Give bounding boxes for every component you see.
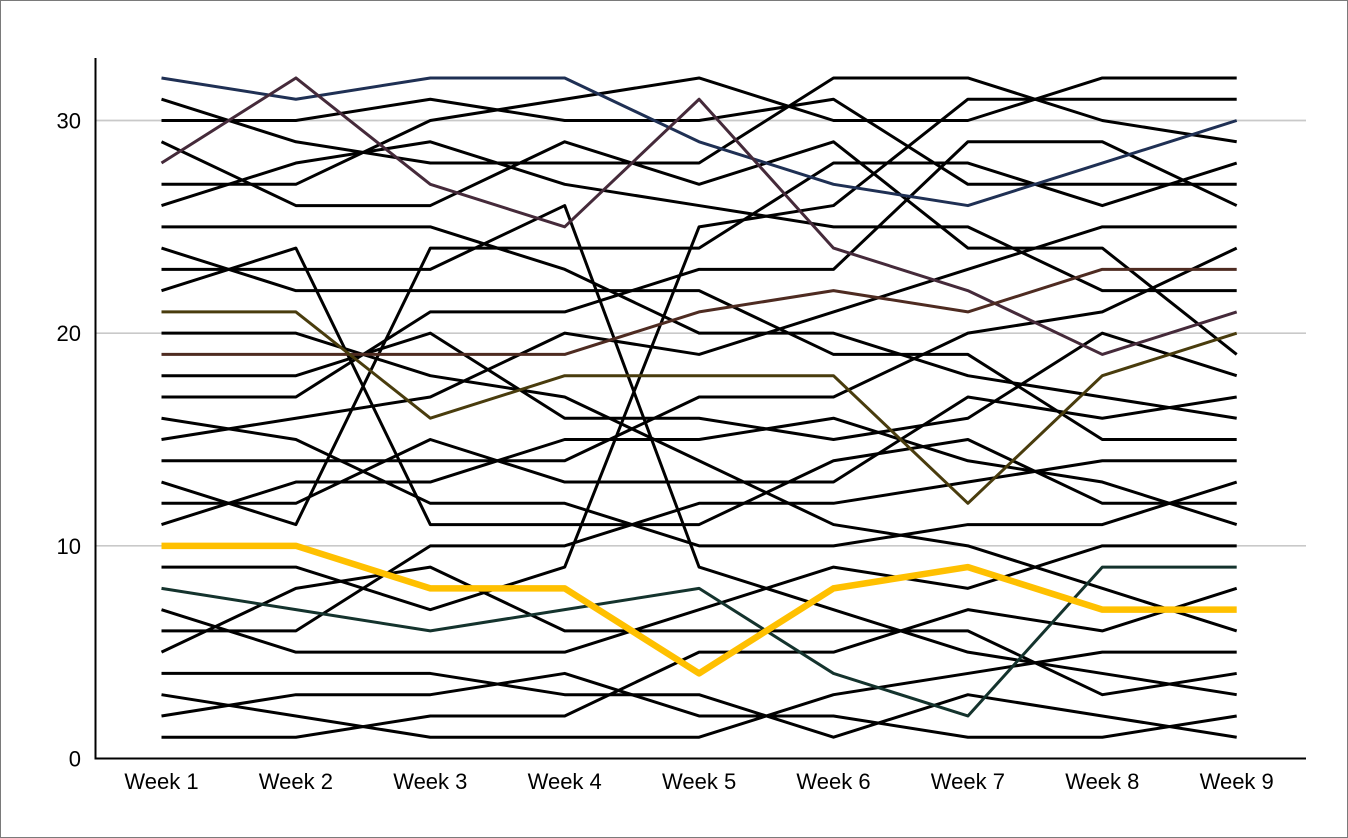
series-navy-line [161, 76, 1238, 208]
x-tick-label-week-4: Week 4 [528, 769, 602, 794]
series-18-line [161, 246, 1237, 527]
series-lines [160, 76, 1238, 739]
series-07-line [161, 544, 1237, 654]
series-olive-line [161, 310, 1238, 505]
series-04-line [161, 671, 1237, 739]
y-tick-label-0: 0 [69, 747, 81, 772]
series-13-line [161, 225, 1237, 441]
series-wine-line [160, 76, 1238, 356]
y-tick-label-30: 30 [57, 109, 81, 134]
series-24-line [160, 140, 1238, 356]
x-tick-label-week-3: Week 3 [393, 769, 467, 794]
series-22-line [161, 140, 1237, 293]
series-26-line [161, 76, 1237, 165]
series-teal-line [161, 565, 1237, 718]
series-23-line [161, 76, 1237, 186]
series-15-line [161, 140, 1238, 399]
x-tick-label-week-2: Week 2 [259, 769, 333, 794]
x-tick-label-week-1: Week 1 [124, 769, 198, 794]
series-06-line [161, 459, 1237, 633]
series-08-line [161, 97, 1237, 612]
x-tick-label-week-6: Week 6 [796, 769, 870, 794]
y-tick-label-10: 10 [57, 534, 81, 559]
axes [94, 58, 1306, 760]
series-11-line [161, 161, 1238, 527]
series-highlighted-line [161, 542, 1237, 677]
series-14-line [161, 416, 1238, 548]
series-20-line [161, 246, 1237, 441]
series-19-line [161, 204, 1237, 697]
axis-labels: 0 10 20 30 Week 1 Week 2 Week 3 Week 4 Week 5 Wee… [57, 109, 1274, 795]
x-tick-label-week-5: Week 5 [662, 769, 736, 794]
x-tick-label-week-9: Week 9 [1200, 769, 1274, 794]
series-brick-line [161, 267, 1237, 356]
series-21-line [161, 225, 1237, 420]
series-03-line [161, 650, 1237, 739]
x-tick-label-week-8: Week 8 [1065, 769, 1139, 794]
series-01-line [161, 586, 1238, 739]
x-tick-label-week-7: Week 7 [931, 769, 1005, 794]
series-16-line [161, 331, 1238, 441]
y-tick-label-20: 20 [57, 321, 81, 346]
series-02-line [161, 671, 1237, 739]
